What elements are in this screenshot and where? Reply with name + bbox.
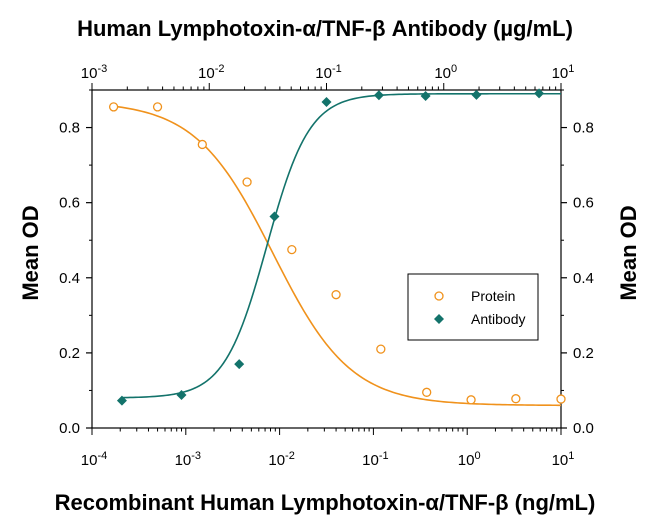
legend-protein-marker [434,291,444,301]
antibody-point [116,395,127,406]
y-right-tick-label: 0.6 [573,195,594,212]
antibody-point [471,89,482,100]
protein-point [197,139,207,150]
y-right-tick-label: 0.0 [573,420,594,437]
antibody-point [373,90,384,101]
left-y-axis-title: Mean OD [18,205,43,300]
protein-point [287,244,297,255]
plot-area-frame [91,89,562,429]
antibody-point [269,211,280,222]
protein-point [331,290,341,300]
y-right-tick-label: 0.8 [573,120,594,137]
fit-curves [113,92,562,407]
legend-box [407,273,539,341]
x-bottom-tick-label: 10-3 [175,450,201,469]
protein-point [422,387,432,397]
y-left-tick-label: 0.2 [59,345,80,362]
legend-antibody-label: Antibody [471,311,525,327]
x-bottom-tick-label: 10-2 [268,450,294,469]
protein-point [556,394,566,404]
antibody-point [420,91,431,102]
y-left-tick-label: 0.0 [59,420,80,437]
legend-protein-label: Protein [471,288,515,304]
y-left-tick-label: 0.6 [59,195,80,212]
y-left-tick-label: 0.8 [59,120,80,137]
x-top-tick-label: 10-2 [198,63,224,82]
protein-fit-curve [113,105,562,407]
antibody-point [534,88,545,99]
y-right-tick-label: 0.4 [573,270,594,287]
protein-point [511,394,521,404]
legend-antibody-marker [434,314,444,324]
x-bottom-tick-label: 10-4 [81,450,107,469]
x-bottom-tick-label: 100 [458,450,481,469]
x-top-tick-label: 100 [434,63,457,82]
protein-point [242,177,252,187]
antibody-point [176,389,187,400]
y-left-tick-label: 0.4 [59,270,80,287]
x-top-tick-label: 101 [552,63,575,82]
protein-point [466,395,476,405]
x-top-tick-label: 10-1 [315,63,341,82]
legend: Protein Antibody [407,273,539,341]
y-axes: 0.0 0.0 0.2 0.2 0.4 0.4 0.6 0.6 0.8 0.8 [59,89,594,437]
antibody-point [321,97,332,108]
x-bottom-tick-label: 101 [552,450,575,469]
x-top-tick-label: 10-3 [81,63,107,82]
data-points [108,88,566,406]
bottom-axis-title: Recombinant Human Lymphotoxin-α/TNF-β (n… [55,490,596,515]
y-right-tick-label: 0.2 [573,345,594,362]
protein-point [376,344,386,354]
top-axis-title: Human Lymphotoxin-α/TNF-β Antibody (µg/m… [77,16,573,41]
x-bottom-tick-label: 10-1 [362,450,388,469]
antibody-point [234,359,245,370]
protein-point [152,102,163,112]
protein-point [108,102,119,112]
x-axes: 10-4 10-3 10-2 10-1 100 101 10-3 10-2 10-1 100 101 [81,63,575,469]
right-y-axis-title: Mean OD [616,205,641,300]
antibody-fit-curve [121,92,561,399]
